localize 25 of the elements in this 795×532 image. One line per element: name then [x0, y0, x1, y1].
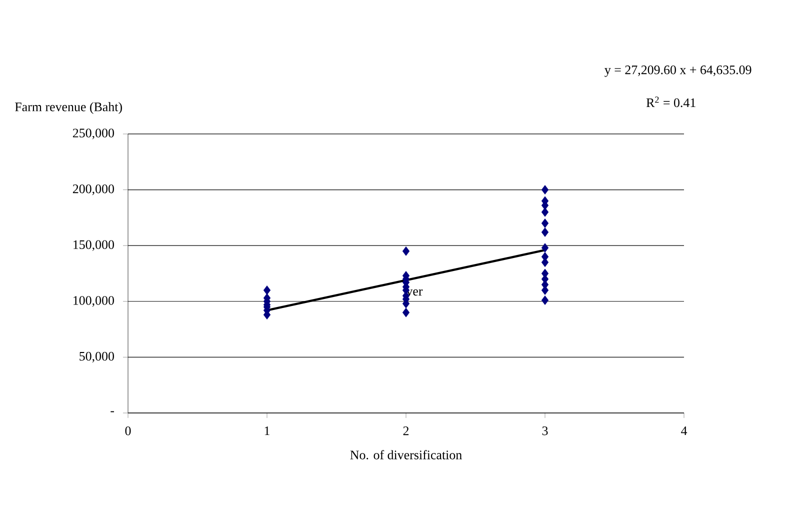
- y-tick-label: 150,000: [74, 240, 114, 251]
- point: [263, 286, 271, 295]
- x-tick-label: 4: [681, 426, 688, 436]
- text: R$^{2}$ = 0.41: [646, 96, 696, 108]
- y-tick-label: 200,000: [72, 184, 114, 196]
- point: [541, 207, 549, 217]
- x-tick-label: 3: [542, 426, 548, 436]
- y-tick-label: 250,000: [72, 128, 114, 140]
- y-axis-title: Farm revenue (Baht): [15, 102, 122, 114]
- point: [541, 185, 549, 194]
- point: [541, 227, 549, 237]
- x-axis-title: No. of diversification: [350, 450, 462, 460]
- point: [541, 258, 549, 268]
- x-tick-label: 2: [403, 426, 409, 436]
- y-tick-label: -: [110, 411, 114, 412]
- point: [402, 246, 410, 256]
- y-tick-label: 50,000: [80, 352, 114, 362]
- x-tick-label: 1: [264, 426, 270, 436]
- point: [402, 308, 410, 318]
- text: y = 27,209.60 x + 64,635.09: [604, 66, 752, 77]
- point: [541, 296, 549, 305]
- point: [541, 243, 549, 253]
- point: [541, 218, 549, 228]
- x-tick-label: 0: [125, 426, 131, 436]
- y-tick-label: 100,000: [74, 296, 114, 307]
